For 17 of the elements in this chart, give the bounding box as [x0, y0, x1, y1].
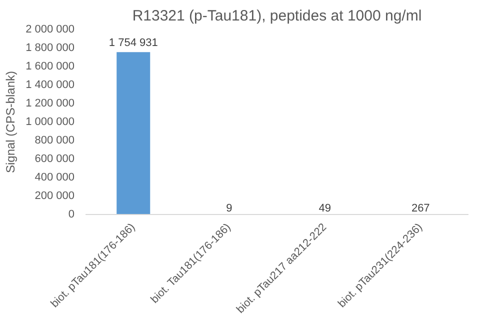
y-tick-label: 1 200 000 [26, 98, 74, 110]
y-tick-label: 0 [68, 208, 75, 220]
data-label: 267 [411, 202, 430, 214]
y-tick-label: 400 000 [34, 172, 75, 184]
data-label: 1 754 931 [108, 37, 158, 50]
chart-title: R13321 (p-Tau181), peptides at 1000 ng/ml [132, 8, 422, 24]
y-tick-label: 1 800 000 [26, 42, 74, 54]
data-label: 9 [226, 202, 232, 214]
y-axis-title: Signal (CPS-blank) [4, 70, 18, 174]
y-tick-label: 1 000 000 [26, 116, 74, 128]
y-tick-label: 2 000 000 [26, 24, 74, 36]
y-tick-label: 600 000 [34, 153, 75, 165]
y-tick-label: 1 400 000 [26, 79, 74, 91]
data-label: 49 [318, 202, 332, 214]
y-tick-label: 1 600 000 [26, 60, 74, 72]
y-tick-label: 200 000 [34, 190, 75, 202]
y-tick-label: 800 000 [34, 134, 75, 146]
